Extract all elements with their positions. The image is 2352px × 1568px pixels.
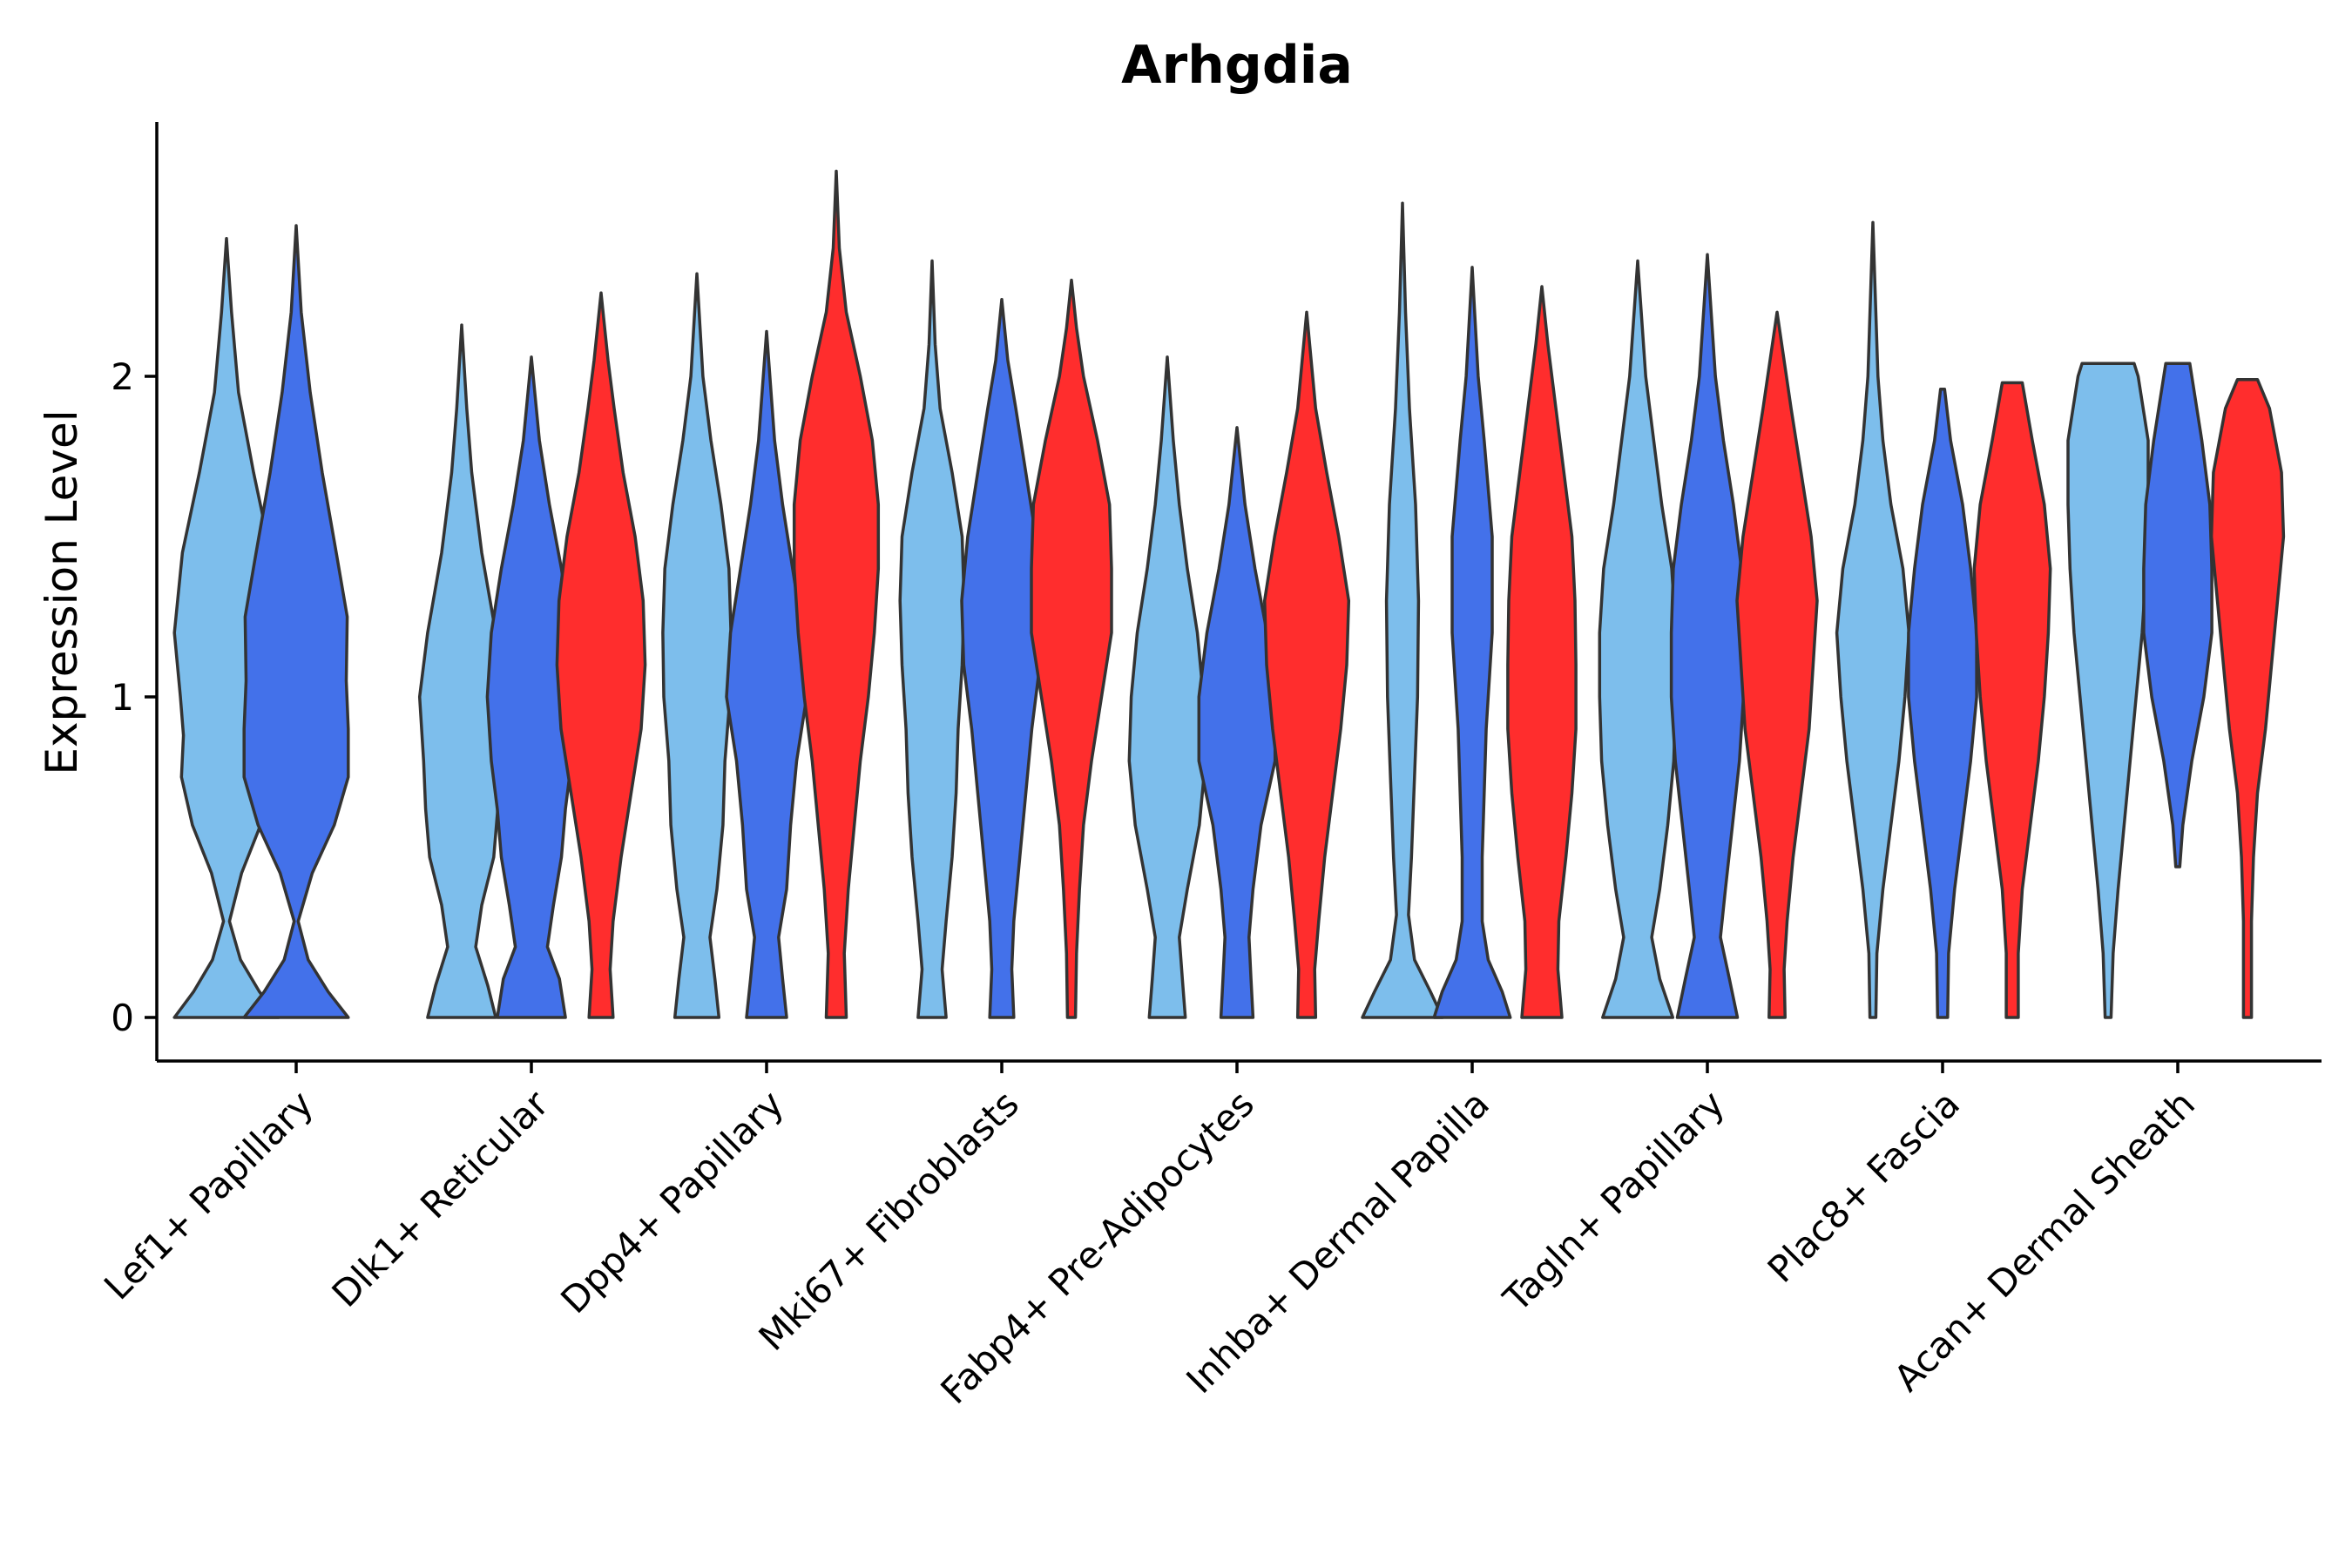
violin-2-2 [485,355,578,1019]
x-tick-label: Tagln+ Papillary [1495,1082,1733,1320]
x-tick-label: Plac8+ Fascia [1760,1082,1968,1290]
violin-5-3 [1262,310,1351,1019]
violin-1-2 [242,224,350,1019]
violin-3-1 [661,272,733,1019]
x-tick-label: Mki67+ Fibroblasts [751,1082,1027,1358]
violin-8-3 [1972,381,2052,1019]
violin-7-3 [1735,310,1819,1019]
violins-layer [172,169,2286,1019]
violin-2-3 [555,291,647,1019]
violin-6-2 [1432,266,1512,1019]
violin-9-2 [2142,362,2213,868]
chart-title: Arhgdia [1121,35,1353,96]
violin-4-1 [898,259,966,1019]
violin-4-3 [1030,278,1113,1019]
violin-9-3 [2209,377,2286,1019]
x-tick-label: Lef1+ Papillary [96,1082,321,1308]
violin-4-2 [960,297,1044,1019]
violin-5-2 [1197,426,1277,1019]
violin-6-1 [1361,201,1444,1019]
y-tick-label: 1 [111,676,134,719]
y-axis-label: Expression Level [37,409,87,774]
violin-7-1 [1598,259,1678,1019]
violin-1-1 [172,237,280,1019]
violin-9-1 [2066,362,2150,1019]
violin-3-3 [792,169,881,1019]
y-tick-label: 2 [111,355,134,398]
violin-7-2 [1669,253,1746,1019]
violin-8-1 [1835,220,1911,1019]
violin-6-3 [1506,285,1578,1019]
violin-8-2 [1907,387,1978,1019]
violin-2-1 [417,323,506,1019]
y-tick-label: 0 [111,997,134,1039]
x-tick-label: Dpp4+ Papillary [552,1082,792,1321]
x-tick-label: Dlk1+ Reticular [324,1082,558,1315]
violin-3-2 [725,329,808,1019]
violin-5-1 [1127,355,1207,1019]
